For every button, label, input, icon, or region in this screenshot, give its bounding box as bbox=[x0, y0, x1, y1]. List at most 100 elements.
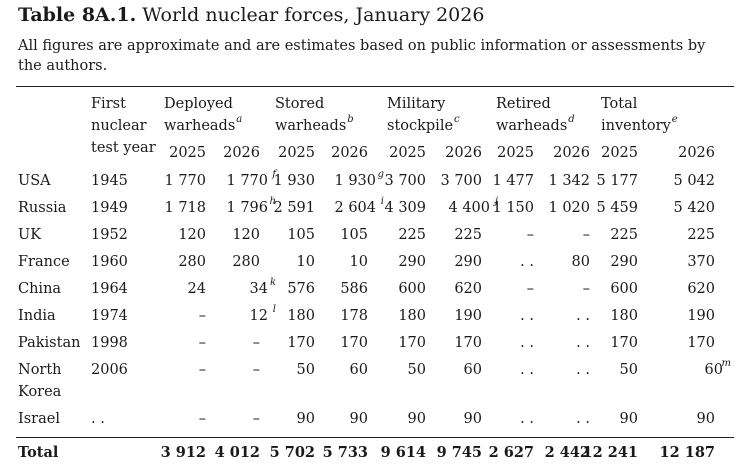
table-cell: 225 bbox=[610, 225, 638, 245]
cell-value: 50 bbox=[407, 362, 426, 378]
table-cell: 2 604 i bbox=[334, 197, 384, 218]
table-note: All figures are approximate and are esti… bbox=[18, 38, 706, 74]
table-cell: 1 930 bbox=[273, 171, 315, 191]
cell-value: 290 bbox=[454, 254, 482, 270]
table-cell: . . bbox=[520, 306, 534, 326]
footnote-marker: m bbox=[721, 358, 731, 369]
cell-value: 105 bbox=[287, 227, 315, 243]
table-cell: 290 bbox=[610, 252, 638, 272]
table-cell: 225 bbox=[454, 225, 482, 245]
table-cell: . . bbox=[576, 409, 590, 429]
top-rule bbox=[16, 86, 734, 87]
cell-value: 4 400 bbox=[448, 200, 490, 216]
table-cell: 170 bbox=[340, 333, 368, 353]
table-cell: 5 177 bbox=[596, 171, 638, 191]
cell-value: 180 bbox=[398, 308, 426, 324]
cell-value: 5 420 bbox=[673, 200, 715, 216]
cell-value: – bbox=[582, 281, 590, 297]
footnote-marker: k bbox=[269, 277, 276, 288]
row-country: Israel bbox=[18, 411, 60, 427]
cell-value: 90 bbox=[619, 411, 638, 427]
cell-value: 34 bbox=[249, 281, 268, 297]
table-cell: 180 bbox=[398, 306, 426, 326]
cell-value: 90 bbox=[296, 411, 315, 427]
total-rule bbox=[16, 437, 734, 438]
cell-value: 170 bbox=[340, 335, 368, 351]
table-cell: 105 bbox=[340, 225, 368, 245]
table-cell: 1 930 g bbox=[334, 170, 384, 191]
cell-value: – bbox=[526, 281, 534, 297]
row-country: Russia bbox=[18, 200, 67, 216]
cell-value: 180 bbox=[287, 308, 315, 324]
table-cell: 170 bbox=[287, 333, 315, 353]
cell-value: 1 770 bbox=[226, 173, 268, 189]
header-group-line: Total bbox=[601, 96, 638, 112]
row-country: Pakistan bbox=[18, 335, 81, 351]
table-cell: 12 l bbox=[249, 305, 276, 326]
header-group-text: warheads bbox=[164, 118, 236, 134]
cell-value: 1 930 bbox=[334, 173, 376, 189]
table-cell: 370 bbox=[687, 252, 715, 272]
header-first-test-line: nuclear bbox=[91, 118, 147, 134]
cell-value: 50 bbox=[296, 362, 315, 378]
table-cell: . . bbox=[520, 333, 534, 353]
cell-value: 3 700 bbox=[440, 173, 482, 189]
table-cell: 170 bbox=[610, 333, 638, 353]
header-group-line: Deployed bbox=[164, 96, 233, 112]
cell-value: 280 bbox=[178, 254, 206, 270]
header-year: 2025 bbox=[278, 145, 315, 161]
cell-value: . . bbox=[520, 335, 534, 351]
table-cell: 1 150 bbox=[492, 198, 534, 218]
row-test-year: 1952 bbox=[91, 227, 128, 243]
cell-value: 178 bbox=[340, 308, 368, 324]
row-test-year: 2006 bbox=[91, 362, 128, 378]
table-cell: . . bbox=[520, 252, 534, 272]
table-cell: – bbox=[199, 306, 206, 326]
header-year: 2026 bbox=[223, 145, 260, 161]
table-cell: – bbox=[253, 409, 260, 429]
row-test-year: 1964 bbox=[91, 281, 128, 297]
table-cell: 5 459 bbox=[596, 198, 638, 218]
table-cell: 50 bbox=[620, 360, 638, 380]
total-cell: 9 745 bbox=[436, 444, 482, 461]
cell-value: 170 bbox=[610, 335, 638, 351]
row-test-year: . . bbox=[91, 411, 105, 427]
table-cell: 1 020 bbox=[548, 198, 590, 218]
table-cell: 1 718 bbox=[164, 198, 206, 218]
table-cell: 1 342 bbox=[548, 171, 590, 191]
cell-value: 90 bbox=[463, 411, 482, 427]
cell-value: 120 bbox=[232, 227, 260, 243]
table-cell: 225 bbox=[687, 225, 715, 245]
header-group-text: inventory bbox=[601, 118, 671, 134]
cell-value: 4 309 bbox=[384, 200, 426, 216]
footnote-marker: i bbox=[380, 196, 384, 207]
cell-value: 620 bbox=[454, 281, 482, 297]
table-cell: 290 bbox=[454, 252, 482, 272]
cell-value: 1 342 bbox=[548, 173, 590, 189]
table-cell: – bbox=[199, 409, 206, 429]
cell-value: 5 459 bbox=[596, 200, 638, 216]
table-cell: 90 bbox=[697, 409, 715, 429]
table-cell: 620 bbox=[454, 279, 482, 299]
cell-value: 10 bbox=[296, 254, 315, 270]
cell-value: 60 bbox=[463, 362, 482, 378]
total-cell: 2 627 bbox=[488, 444, 534, 461]
table-cell: 90 bbox=[350, 409, 368, 429]
row-country: UK bbox=[18, 227, 42, 243]
table-cell: – bbox=[253, 360, 260, 380]
footnote-marker: b bbox=[347, 114, 354, 126]
header-year: 2026 bbox=[553, 145, 590, 161]
table-cell: – bbox=[583, 279, 590, 299]
table-cell: 1 796 h bbox=[226, 197, 276, 218]
header-first-test-line: test year bbox=[91, 140, 156, 156]
cell-value: 105 bbox=[340, 227, 368, 243]
table-cell: 50 bbox=[297, 360, 315, 380]
cell-value: 12 bbox=[249, 308, 268, 324]
table-cell: . . bbox=[576, 360, 590, 380]
table-cell: 586 bbox=[340, 279, 368, 299]
table-cell: 600 bbox=[610, 279, 638, 299]
header-group-line: warheadsd bbox=[496, 115, 575, 136]
cell-value: 600 bbox=[610, 281, 638, 297]
header-group-line: Stored bbox=[275, 96, 325, 112]
row-country: Korea bbox=[18, 384, 62, 400]
